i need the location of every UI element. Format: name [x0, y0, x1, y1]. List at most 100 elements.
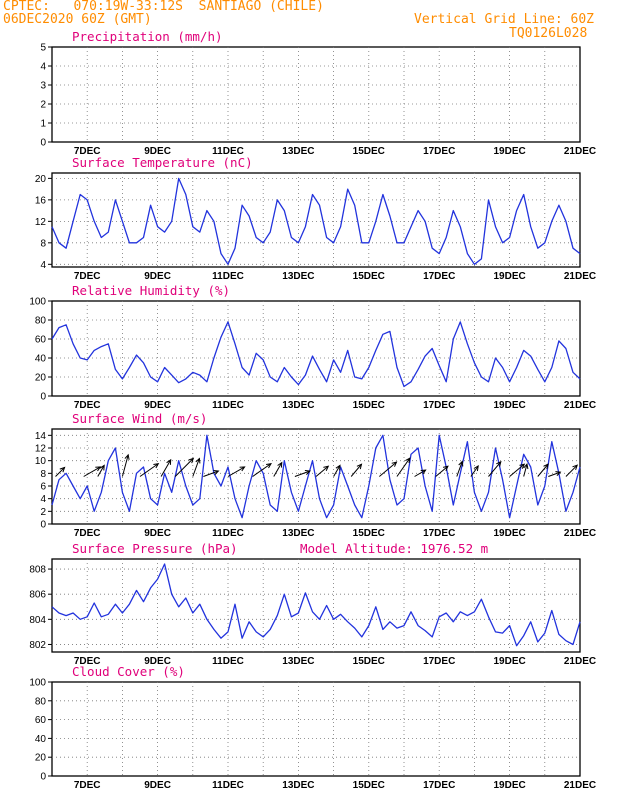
y-tick-label: 4 — [40, 494, 46, 505]
y-tick-label: 40 — [35, 354, 47, 365]
wind-vector — [315, 465, 330, 477]
wind-vector-head — [59, 466, 66, 473]
wind-vector-shaft — [523, 464, 528, 477]
wind-vector-shaft — [139, 463, 159, 477]
wind-vector-shaft — [83, 466, 101, 477]
y-tick-label: 14 — [35, 431, 47, 442]
x-tick-label: 13DEC — [282, 528, 314, 539]
x-tick-label: 19DEC — [493, 780, 525, 791]
series-line — [51, 563, 581, 647]
series-line — [51, 177, 581, 265]
wind-vector-head — [391, 461, 398, 467]
y-tick-label: 20 — [35, 753, 47, 764]
y-tick-label: 5 — [40, 43, 46, 54]
panel-title: Precipitation (mm/h) — [72, 29, 223, 44]
wind-vector-shaft — [160, 459, 172, 477]
x-tick-label: 9DEC — [144, 780, 171, 791]
x-tick-label: 17DEC — [423, 528, 455, 539]
wind-vector — [97, 464, 105, 477]
x-tick-label: 19DEC — [493, 400, 525, 411]
x-tick-label: 11DEC — [212, 271, 244, 282]
x-tick-label: 17DEC — [423, 780, 455, 791]
wind-vector — [565, 464, 579, 477]
wind-vector-head — [473, 465, 479, 472]
y-tick-label: 12 — [35, 217, 47, 228]
y-tick-label: 40 — [35, 734, 47, 745]
x-tick-label: 15DEC — [353, 528, 385, 539]
wind-vector-shaft — [509, 463, 525, 477]
model-altitude-label: Model Altitude: 1976.52 m — [300, 541, 488, 556]
panel-title: Relative Humidity (%) — [72, 283, 230, 298]
x-tick-label: 11DEC — [212, 780, 244, 791]
panel-title: Surface Temperature (nC) — [72, 155, 253, 170]
wind-vector-head — [405, 457, 411, 464]
x-tick-label: 17DEC — [423, 656, 455, 667]
panel-frame — [51, 681, 581, 777]
wind-vector — [488, 460, 502, 477]
y-tick-label: 0 — [40, 772, 46, 783]
wind-vector-head — [356, 463, 363, 470]
x-tick-label: 21DEC — [564, 400, 596, 411]
wind-vector-shaft — [456, 461, 463, 477]
wind-vector-shaft — [315, 465, 329, 477]
x-tick-label: 7DEC — [74, 146, 101, 157]
wind-vector-shaft — [192, 458, 200, 477]
x-tick-label: 19DEC — [493, 146, 525, 157]
wind-vector-shaft — [470, 465, 479, 477]
wind-vector — [252, 463, 272, 477]
y-tick-label: 4 — [40, 260, 46, 271]
wind-vector-head — [519, 463, 526, 469]
x-tick-label: 7DEC — [74, 271, 101, 282]
panel-frame — [51, 558, 581, 653]
wind-vector — [470, 465, 479, 477]
wind-vector-shaft — [488, 461, 502, 477]
x-tick-label: 13DEC — [282, 146, 314, 157]
wind-vector-head — [195, 457, 201, 464]
wind-vector-head — [335, 464, 341, 471]
wind-vector-head — [458, 460, 464, 467]
wind-vector — [414, 469, 427, 477]
wind-vector-head — [420, 469, 427, 475]
y-tick-label: 60 — [35, 715, 47, 726]
x-tick-label: 11DEC — [212, 528, 244, 539]
x-tick-label: 13DEC — [282, 271, 314, 282]
y-tick-label: 8 — [40, 238, 46, 249]
y-tick-label: 20 — [35, 373, 47, 384]
wind-vector-shaft — [565, 464, 578, 477]
wind-vector — [273, 461, 283, 477]
wind-vector-head — [496, 460, 502, 467]
wind-vector-shaft — [333, 465, 341, 477]
wind-vector-head — [166, 458, 172, 465]
wind-vector — [435, 465, 449, 477]
wind-vector-head — [323, 465, 330, 472]
x-tick-label: 19DEC — [493, 271, 525, 282]
header-grid-line: Vertical Grid Line: 60Z — [414, 12, 595, 27]
wind-vector — [509, 463, 526, 477]
wind-vector-shaft — [435, 465, 449, 477]
x-tick-label: 9DEC — [144, 656, 171, 667]
wind-vector-head — [188, 457, 195, 464]
header-location: CPTEC: 070:19W-33:12S SANTIAGO (CHILE) — [3, 0, 324, 14]
x-tick-label: 17DEC — [423, 271, 455, 282]
wind-vector-head — [266, 463, 272, 469]
x-tick-label: 7DEC — [74, 528, 101, 539]
series-line — [51, 434, 581, 519]
y-tick-label: 100 — [29, 678, 46, 689]
y-tick-label: 20 — [35, 174, 47, 185]
y-tick-label: 3 — [40, 81, 46, 92]
y-tick-label: 804 — [29, 615, 46, 626]
panel-frame — [51, 46, 581, 143]
y-tick-label: 806 — [29, 590, 46, 601]
wind-vector-head — [572, 464, 579, 471]
wind-vector-shaft — [396, 457, 411, 477]
wind-vector-head — [277, 461, 283, 468]
wind-vector — [203, 470, 220, 477]
wind-vector-head — [153, 463, 160, 469]
wind-vector — [379, 461, 398, 477]
panel-title: Surface Wind (m/s) — [72, 411, 207, 426]
panel-frame — [51, 172, 581, 268]
wind-vector-shaft — [55, 467, 65, 477]
x-tick-label: 7DEC — [74, 400, 101, 411]
